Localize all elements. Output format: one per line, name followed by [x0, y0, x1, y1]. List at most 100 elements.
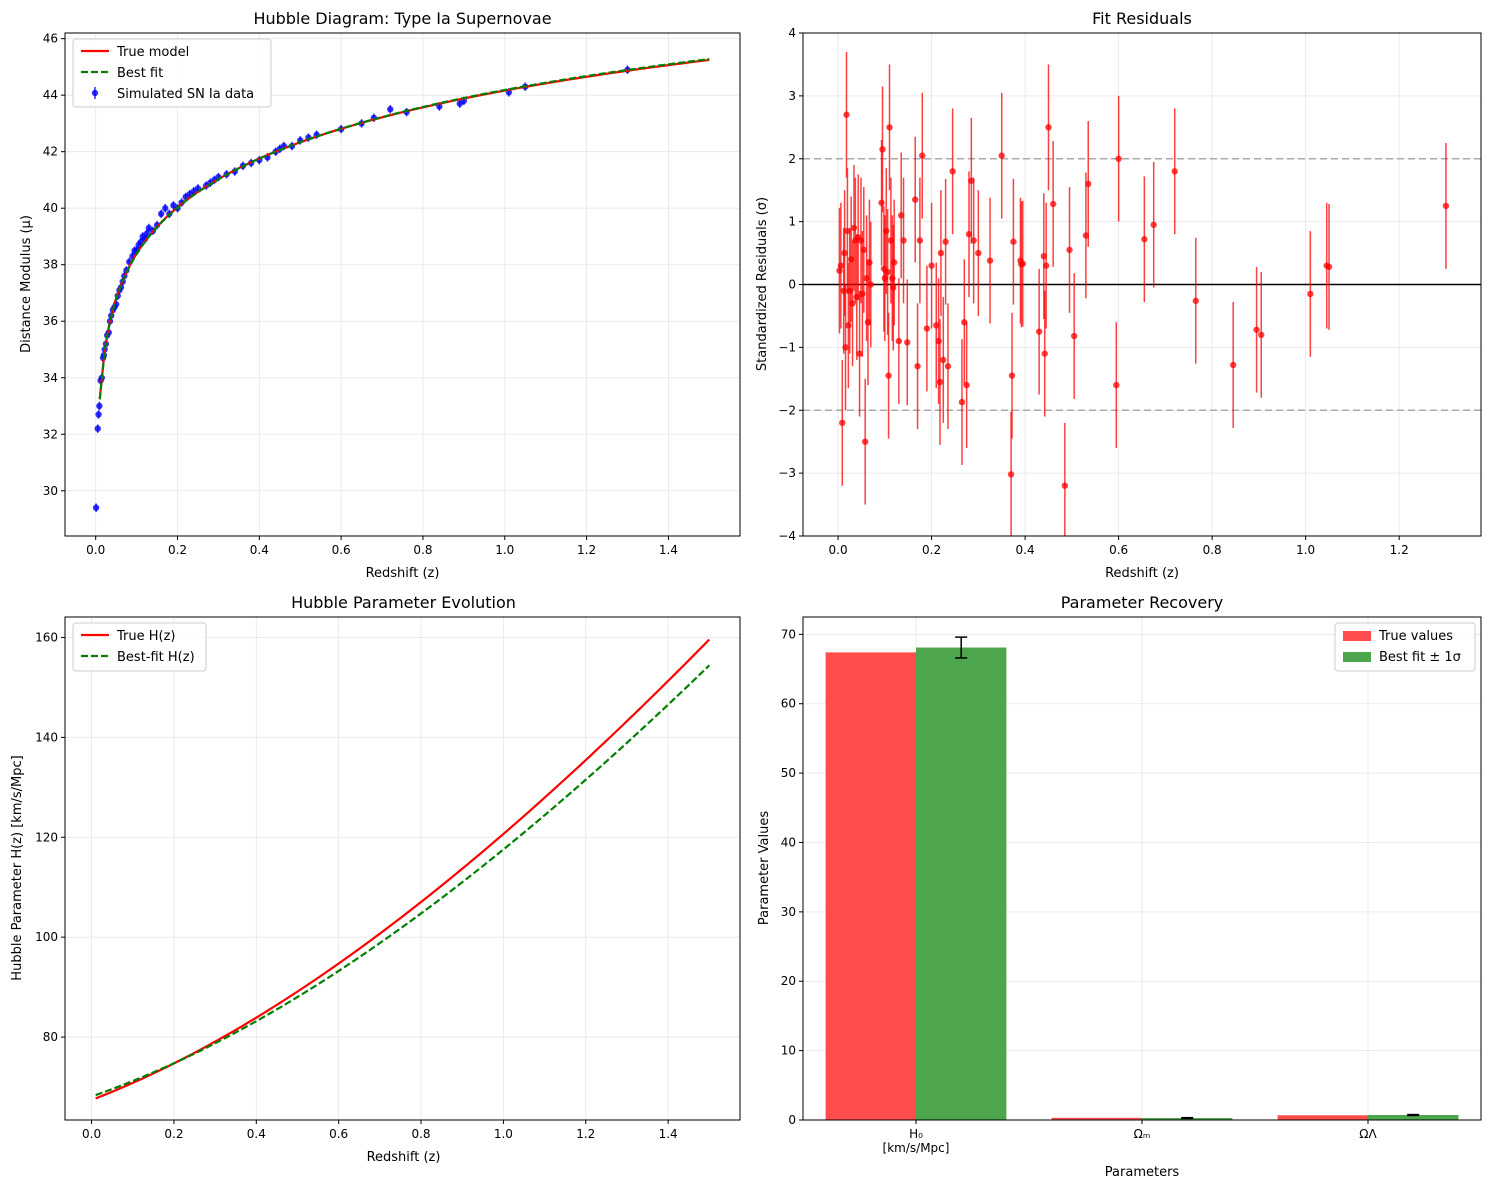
fit-residuals-title: Fit Residuals	[1092, 9, 1192, 28]
hubble-diagram-data-point	[96, 402, 103, 410]
fit-residuals-data-point	[940, 356, 947, 364]
hubble-parameter-ylabel: Hubble Parameter H(z) [km/s/Mpc]	[10, 755, 25, 980]
fit-residuals-data-point	[1007, 471, 1015, 478]
hubble-diagram-data-point	[92, 504, 100, 511]
hubble-diagram-xtick-label: 0.2	[168, 543, 187, 557]
fit-residuals-data-point	[1141, 236, 1148, 243]
fit-residuals-ytick-label: 2	[788, 152, 796, 166]
fit-residuals-data-point	[883, 227, 890, 235]
hubble-diagram-ytick-label: 42	[43, 145, 58, 159]
fit-residuals-data-point	[885, 372, 892, 379]
fit-residuals-ytick-label: −2	[778, 403, 796, 417]
hubble-diagram-xtick-label: 0.0	[86, 543, 105, 557]
fit-residuals-ytick-label: 1	[788, 215, 796, 229]
parameter-recovery-legend-label: Best fit ± 1σ	[1379, 650, 1461, 665]
fit-residuals-data-point	[963, 381, 970, 389]
fit-residuals-data-point	[998, 152, 1005, 159]
fit-residuals-data-point	[837, 262, 845, 269]
hubble-diagram-data-point	[94, 425, 101, 432]
fit-residuals-data-point	[1010, 238, 1017, 245]
hubble-parameter-ytick-label: 80	[43, 1030, 58, 1044]
parameter-recovery-category-label: H₀	[909, 1127, 923, 1141]
parameter-recovery-ytick-label: 40	[781, 835, 796, 849]
fit-residuals-data-point	[1008, 372, 1016, 379]
fit-residuals-data-point	[1325, 263, 1333, 271]
fit-residuals-data-point	[1192, 297, 1199, 305]
fit-residuals-data-point	[912, 196, 919, 203]
parameter-recovery-ytick-label: 20	[781, 974, 796, 988]
fit-residuals-data-point	[970, 237, 977, 244]
fit-residuals-xtick-label: 0.0	[829, 543, 848, 557]
hubble-diagram-xlabel: Redshift (z)	[366, 566, 440, 581]
hubble-diagram-ytick-label: 34	[43, 371, 58, 385]
hubble-parameter-xtick-label: 0.2	[164, 1127, 183, 1141]
hubble-parameter-legend-label: Best-fit H(z)	[117, 650, 195, 665]
hubble-parameter-xtick-label: 0.6	[329, 1127, 348, 1141]
hubble-diagram-xtick-label: 1.4	[659, 543, 678, 557]
fit-residuals-data-point	[845, 322, 852, 329]
fit-residuals-data-point	[936, 378, 944, 386]
hubble-diagram-ytick-label: 46	[43, 32, 58, 46]
fit-residuals-data-point	[919, 152, 926, 159]
fit-residuals-ytick-label: 3	[788, 89, 796, 103]
hubble-parameter-xtick-label: 1.2	[576, 1127, 595, 1141]
fit-residuals-data-point	[860, 246, 867, 254]
fit-residuals-data-point	[1042, 262, 1050, 269]
fit-residuals-data-point	[975, 249, 982, 257]
hubble-diagram-axes-frame	[64, 32, 741, 537]
fit-residuals-points	[836, 51, 1450, 536]
hubble-parameter-panel: Hubble Parameter Evolution Redshift (z) …	[10, 593, 741, 1165]
fit-residuals-data-point	[886, 124, 893, 131]
parameter-recovery-legend-label: True values	[1378, 629, 1453, 644]
fit-residuals-data-point	[1150, 221, 1157, 228]
fit-residuals-data-point	[1035, 328, 1043, 335]
fit-residuals-xtick-label: 1.0	[1296, 543, 1315, 557]
fit-residuals-data-point	[1115, 155, 1122, 162]
parameter-recovery-ytick-label: 0	[788, 1113, 796, 1127]
parameter-recovery-bar-true	[825, 652, 916, 1120]
fit-residuals-data-point	[958, 398, 966, 406]
hubble-diagram-xtick-label: 0.6	[332, 543, 351, 557]
hubble-diagram-ytick-label: 30	[43, 484, 58, 498]
fit-residuals-ytick-label: 0	[788, 278, 796, 292]
parameter-recovery-legend-swatch-fit	[1343, 652, 1371, 662]
fit-residuals-data-point	[843, 111, 850, 118]
hubble-parameter-legend-label: True H(z)	[116, 629, 176, 644]
fit-residuals-data-point	[895, 337, 903, 345]
hubble-parameter-axes-frame	[64, 616, 741, 1121]
fit-residuals-data-point	[878, 199, 885, 206]
fit-residuals-data-point	[849, 300, 856, 307]
hubble-diagram-data-point	[387, 106, 394, 113]
parameter-recovery-title: Parameter Recovery	[1061, 593, 1224, 612]
hubble-diagram-ytick-label: 40	[43, 201, 58, 215]
fit-residuals-data-point	[1061, 482, 1069, 489]
hubble-diagram-data-point	[157, 210, 165, 218]
parameter-recovery-ytick-label: 70	[781, 627, 796, 641]
fit-residuals-ylabel: Standardized Residuals (σ)	[755, 197, 770, 371]
fit-residuals-data-point	[1085, 180, 1092, 188]
hubble-parameter-series-line	[95, 664, 711, 1097]
fit-residuals-data-point	[914, 363, 921, 370]
hubble-parameter-xtick-label: 1.4	[659, 1127, 678, 1141]
hubble-diagram-xtick-label: 1.0	[495, 543, 514, 557]
fit-residuals-xtick-label: 0.4	[1016, 543, 1035, 557]
fit-residuals-data-point	[890, 284, 897, 291]
hubble-diagram-data-point	[162, 205, 169, 212]
fit-residuals-data-point	[1019, 260, 1026, 267]
fit-residuals-xtick-label: 0.8	[1203, 543, 1222, 557]
fit-residuals-data-point	[1229, 361, 1237, 369]
hubble-parameter-xtick-label: 0.4	[247, 1127, 266, 1141]
fit-residuals-data-point	[890, 259, 898, 266]
fit-residuals-data-point	[944, 363, 952, 370]
fit-residuals-data-point	[884, 268, 891, 276]
parameter-recovery-bar-fit	[1368, 1115, 1459, 1120]
hubble-diagram-series-line	[98, 57, 710, 400]
hubble-parameter-xtick-label: 0.8	[411, 1127, 430, 1141]
fit-residuals-data-point	[850, 224, 858, 232]
fit-residuals-data-point	[861, 438, 869, 445]
parameter-recovery-ytick-label: 10	[781, 1044, 796, 1058]
parameter-recovery-ytick-label: 60	[781, 697, 796, 711]
fit-residuals-xlabel: Redshift (z)	[1105, 566, 1179, 581]
parameter-recovery-ytick-label: 50	[781, 766, 796, 780]
fit-residuals-data-point	[904, 339, 911, 346]
